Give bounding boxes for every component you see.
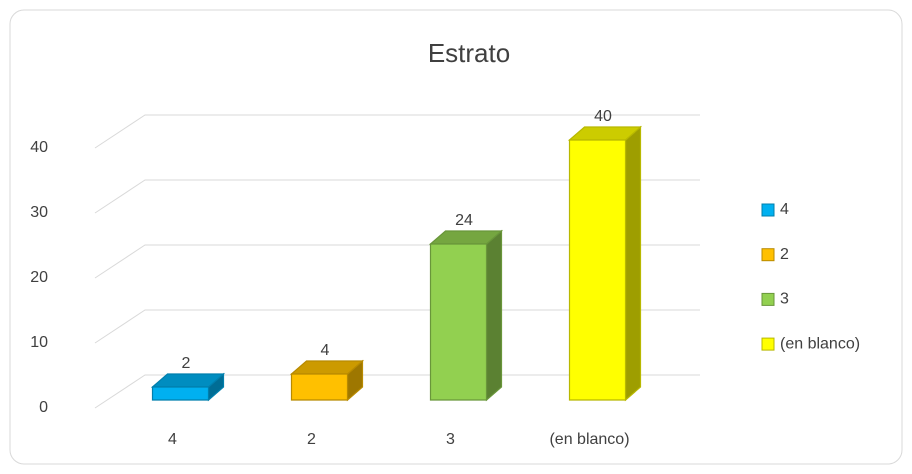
y-tick-label: 40 bbox=[30, 139, 48, 156]
legend-swatch bbox=[761, 203, 775, 217]
bar-side bbox=[624, 125, 642, 402]
bar bbox=[289, 359, 365, 402]
data-label: 4 bbox=[321, 342, 330, 359]
grid-line bbox=[94, 309, 700, 344]
y-tick-label: 10 bbox=[30, 334, 48, 351]
bar-front bbox=[429, 243, 488, 401]
x-tick-label: 3 bbox=[446, 431, 455, 448]
legend-swatch bbox=[761, 337, 775, 351]
data-label: 2 bbox=[182, 355, 191, 372]
grid-line bbox=[94, 114, 700, 149]
chart-title: Estrato bbox=[428, 38, 510, 68]
x-tick-label: (en blanco) bbox=[549, 431, 629, 448]
grid-line bbox=[94, 244, 700, 279]
legend-swatch bbox=[761, 248, 775, 262]
y-tick-label: 0 bbox=[39, 399, 48, 416]
legend-swatch bbox=[761, 292, 775, 306]
y-tick-label: 30 bbox=[30, 204, 48, 221]
legend-label: (en blanco) bbox=[780, 335, 860, 352]
legend-label: 2 bbox=[780, 246, 789, 263]
data-label: 40 bbox=[594, 108, 612, 125]
legend-label: 4 bbox=[780, 201, 789, 218]
grid-line bbox=[94, 374, 700, 409]
legend-label: 3 bbox=[780, 291, 789, 308]
bar-side bbox=[485, 229, 503, 402]
bar-front bbox=[290, 373, 349, 401]
bar bbox=[567, 125, 643, 402]
data-label: 24 bbox=[455, 212, 473, 229]
y-tick-label: 20 bbox=[30, 269, 48, 286]
grid-line bbox=[94, 179, 700, 214]
bar bbox=[428, 229, 504, 402]
bar-front bbox=[151, 386, 210, 401]
bar-front bbox=[568, 139, 627, 401]
x-tick-label: 2 bbox=[307, 431, 316, 448]
x-tick-label: 4 bbox=[168, 431, 177, 448]
bar bbox=[150, 372, 226, 402]
